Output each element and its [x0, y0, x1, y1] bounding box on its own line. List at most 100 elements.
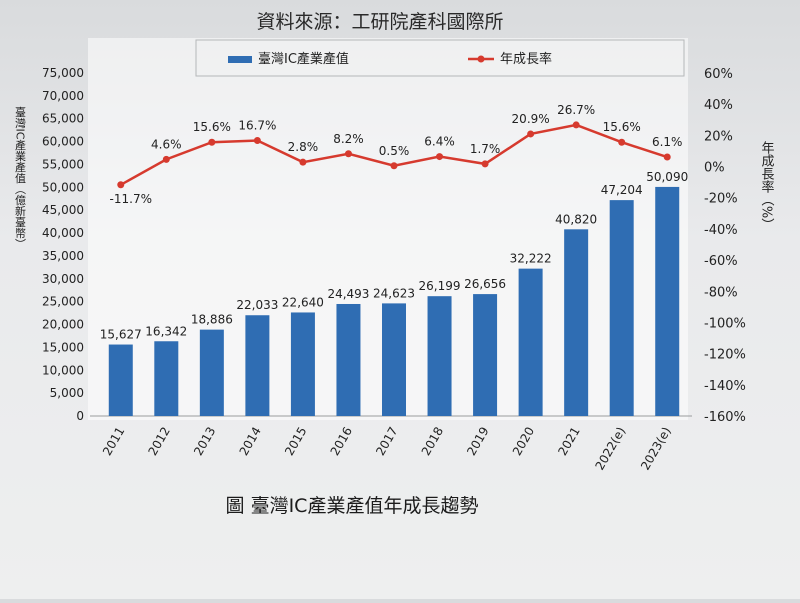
bar-value-label: 50,090 [646, 170, 688, 184]
growth-point [663, 153, 671, 161]
growth-point [436, 153, 444, 161]
x-tick-label: 2023(e) [638, 425, 674, 473]
legend-bar-label: 臺灣IC產業產值 [258, 51, 349, 67]
bar [108, 344, 133, 416]
bar [473, 294, 498, 416]
growth-point [618, 138, 626, 146]
x-tick-label: 2018 [419, 425, 446, 458]
y2-tick-label: 0% [704, 161, 725, 176]
y2-tick-label: -80% [704, 285, 738, 300]
bar [154, 341, 179, 416]
bar [427, 296, 452, 416]
growth-value-label: 16.7% [238, 119, 276, 133]
growth-value-label: 6.1% [652, 135, 683, 149]
bar [245, 315, 270, 416]
y-tick-label: 35,000 [42, 249, 84, 263]
growth-point [390, 162, 398, 170]
y2-tick-label: -120% [704, 348, 746, 363]
y2-tick-label: -160% [704, 410, 746, 425]
source-note: 資料來源：工研院產科國際所 [256, 11, 503, 33]
bar-value-label: 47,204 [601, 183, 643, 197]
x-tick-label: 2020 [510, 425, 537, 458]
y2-tick-label: -140% [704, 379, 746, 394]
bar-value-label: 22,640 [282, 295, 324, 309]
y-tick-label: 55,000 [42, 157, 84, 171]
growth-value-label: 20.9% [512, 112, 550, 126]
bar [564, 229, 589, 416]
y2-tick-label: -60% [704, 254, 738, 269]
bar [290, 312, 315, 416]
growth-point [117, 181, 125, 189]
x-tick-label: 2019 [464, 424, 491, 457]
y2-axis-title: 年成長率（%） [759, 141, 775, 231]
y-tick-label: 20,000 [42, 318, 84, 332]
x-tick-label: 2011 [100, 425, 127, 458]
legend-line-marker [477, 55, 485, 63]
bar [655, 186, 680, 416]
y2-tick-label: -20% [704, 192, 738, 207]
x-tick-label: 2015 [282, 425, 309, 458]
y-tick-label: 30,000 [42, 272, 84, 286]
y-tick-label: 10,000 [42, 363, 84, 377]
x-tick-label: 2012 [146, 425, 173, 458]
y-axis-title: 臺灣IC產業產值（億新臺幣） [14, 105, 27, 249]
x-tick-label: 2021 [555, 425, 582, 458]
bar [199, 329, 224, 416]
bar [382, 303, 406, 416]
bar [609, 200, 634, 416]
y-tick-label: 25,000 [42, 295, 84, 309]
bar-value-label: 26,199 [419, 279, 461, 293]
bar-value-label: 15,627 [100, 328, 142, 342]
x-tick-label: 2017 [373, 425, 400, 458]
legend-line-label: 年成長率 [500, 51, 552, 67]
bar-value-label: 22,033 [236, 298, 278, 312]
legend-bar-swatch [228, 56, 252, 63]
growth-point [527, 130, 535, 138]
bar-value-label: 26,656 [464, 277, 506, 291]
y-tick-label: 65,000 [42, 112, 84, 126]
growth-point [572, 121, 580, 129]
y-tick-label: 45,000 [42, 203, 84, 217]
growth-value-label: 26.7% [557, 103, 595, 117]
y-tick-label: 15,000 [42, 340, 84, 354]
growth-value-label: 15.6% [193, 120, 231, 134]
growth-point [344, 150, 352, 158]
y2-tick-label: -100% [704, 316, 746, 331]
y2-tick-label: -40% [704, 223, 738, 238]
growth-value-label: 0.5% [379, 144, 410, 158]
bar-value-label: 32,222 [510, 252, 552, 266]
growth-point [208, 138, 216, 146]
y-tick-label: 75,000 [42, 66, 84, 80]
x-tick-label: 2022(e) [593, 425, 629, 473]
x-tick-label: 2013 [191, 425, 218, 458]
x-tick-label: 2016 [328, 425, 355, 458]
bar-value-label: 16,342 [145, 324, 187, 338]
growth-value-label: 2.8% [288, 140, 319, 154]
y-tick-label: 0 [76, 409, 84, 423]
bar-value-label: 24,493 [327, 287, 369, 301]
bar-value-label: 18,886 [191, 313, 233, 327]
growth-value-label: 15.6% [603, 120, 641, 134]
growth-point [162, 155, 170, 163]
y-tick-label: 50,000 [42, 180, 84, 194]
bar-value-label: 24,623 [373, 286, 415, 300]
bar [336, 303, 361, 416]
growth-value-label: 4.6% [151, 137, 182, 151]
y-tick-label: 40,000 [42, 226, 84, 240]
growth-point [481, 160, 489, 168]
chart-caption: 圖 臺灣IC產業產值年成長趨勢 [226, 495, 479, 517]
x-tick-label: 2014 [237, 425, 264, 458]
y-tick-label: 70,000 [42, 89, 84, 103]
growth-point [253, 137, 261, 145]
y2-tick-label: 20% [704, 129, 733, 144]
legend-box [195, 39, 685, 77]
growth-value-label: 1.7% [470, 142, 501, 156]
y-tick-label: 5,000 [50, 386, 84, 400]
bar-value-label: 40,820 [555, 212, 597, 226]
y2-tick-label: 60% [704, 67, 733, 82]
growth-point [299, 158, 307, 166]
y2-tick-label: 40% [704, 98, 733, 113]
growth-value-label: 8.2% [333, 132, 364, 146]
